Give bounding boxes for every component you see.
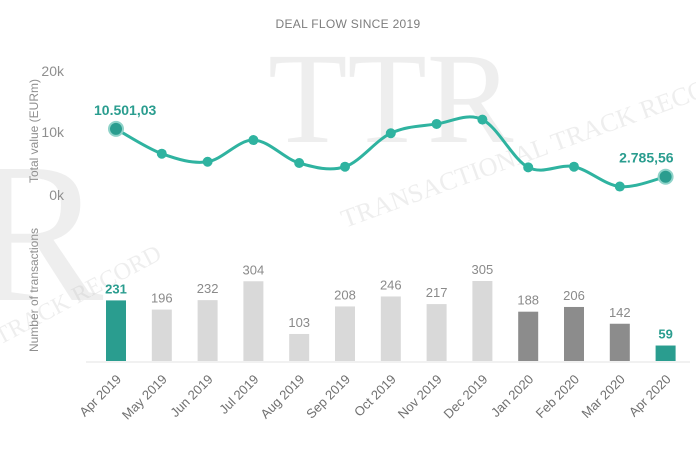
line-point <box>248 135 259 146</box>
line-point <box>431 118 442 129</box>
x-tick-label: Feb 2020 <box>533 372 582 421</box>
bar <box>151 309 172 361</box>
line-data-label: 2.785,56 <box>619 150 674 166</box>
line-point <box>523 162 534 173</box>
y-tick-label: 20k <box>41 63 65 79</box>
bar-data-label: 305 <box>472 262 494 277</box>
x-tick-label: Apr 2019 <box>76 372 124 420</box>
x-tick-label: Nov 2019 <box>395 372 445 422</box>
bar <box>518 311 539 361</box>
line-point <box>569 161 579 172</box>
line-point <box>156 148 167 159</box>
x-tick-label: Jan 2020 <box>488 372 536 420</box>
bar-data-label: 232 <box>197 281 219 296</box>
x-tick-label: Sep 2019 <box>303 372 353 422</box>
bar-data-label: 206 <box>563 288 585 303</box>
bar <box>380 296 401 361</box>
bar <box>472 281 493 361</box>
bar-data-label: 142 <box>609 305 631 320</box>
bar <box>609 323 630 361</box>
bar-data-label: 208 <box>334 287 356 302</box>
line-point <box>202 156 213 167</box>
bar <box>197 300 218 361</box>
bar-data-label: 231 <box>105 281 127 296</box>
y-tick-label: 10k <box>41 124 65 140</box>
x-tick-label: Jun 2019 <box>167 372 215 420</box>
x-tick-label: Aug 2019 <box>257 372 307 422</box>
bar <box>564 306 584 361</box>
bar-y-axis-title: Number of transactions <box>27 228 41 352</box>
bar <box>655 345 676 361</box>
bar <box>426 304 447 361</box>
line-point <box>614 181 625 192</box>
bar-series <box>106 281 676 361</box>
bar-data-label: 217 <box>426 285 448 300</box>
bar-data-label: 59 <box>658 327 672 342</box>
line-data-label: 10.501,03 <box>94 102 156 118</box>
chart-title: DEAL FLOW SINCE 2019 <box>276 17 421 31</box>
bar-data-label: 304 <box>243 262 265 277</box>
line-point <box>477 114 488 125</box>
bar <box>289 333 310 361</box>
bar-data-label: 103 <box>288 315 310 330</box>
bar-data-label: 196 <box>151 291 173 306</box>
line-point <box>294 158 305 168</box>
line-point-highlight <box>108 120 124 137</box>
x-tick-label: Jul 2019 <box>216 372 261 417</box>
bar <box>106 300 126 361</box>
bar-data-label: 188 <box>517 293 539 308</box>
line-data-labels: 10.501,03 2.785,56 <box>94 102 674 166</box>
watermark-logo-letters: TTR <box>268 27 514 171</box>
watermark-big-r: R <box>0 123 104 344</box>
line-y-ticks: 20k 10k 0k <box>41 63 65 203</box>
x-tick-label: May 2019 <box>119 372 170 423</box>
line-series <box>108 114 674 192</box>
x-tick-label: Oct 2019 <box>351 372 399 420</box>
line-point-highlight <box>657 168 674 185</box>
x-tick-label: Apr 2020 <box>626 372 674 420</box>
bar-data-labels: 231 196 232 304 103 208 246 217 305 188 206 142 59 <box>105 262 673 342</box>
bar-data-label: 246 <box>380 277 402 292</box>
bar <box>335 306 355 361</box>
x-tick-label: Mar 2020 <box>578 372 627 421</box>
line-point <box>385 128 396 139</box>
bar <box>243 281 264 361</box>
x-tick-label: Dec 2019 <box>441 372 491 422</box>
y-tick-label: 0k <box>49 187 65 203</box>
line-point <box>340 161 350 172</box>
line-y-axis-title: Total value (EURm) <box>27 79 41 183</box>
